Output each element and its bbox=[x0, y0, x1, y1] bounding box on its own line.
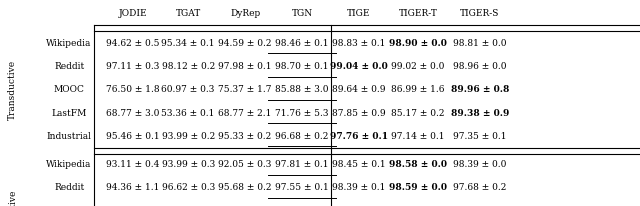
Text: 95.68 ± 0.2: 95.68 ± 0.2 bbox=[218, 182, 272, 191]
Text: 97.14 ± 0.1: 97.14 ± 0.1 bbox=[391, 131, 445, 140]
Text: JODIE: JODIE bbox=[119, 9, 147, 18]
Text: TGAT: TGAT bbox=[175, 9, 201, 18]
Text: 75.37 ± 1.7: 75.37 ± 1.7 bbox=[218, 85, 272, 94]
Text: 60.97 ± 0.3: 60.97 ± 0.3 bbox=[161, 85, 215, 94]
Text: 97.55 ± 0.1: 97.55 ± 0.1 bbox=[275, 182, 329, 191]
Text: 98.58 ± 0.0: 98.58 ± 0.0 bbox=[389, 159, 447, 168]
Text: 63.50 ± 0.7: 63.50 ± 0.7 bbox=[161, 205, 215, 206]
Text: 94.36 ± 1.1: 94.36 ± 1.1 bbox=[106, 182, 160, 191]
Text: 89.38 ± 0.9: 89.38 ± 0.9 bbox=[451, 108, 509, 117]
Text: 97.35 ± 0.1: 97.35 ± 0.1 bbox=[453, 131, 507, 140]
Text: 87.85 ± 0.9: 87.85 ± 0.9 bbox=[332, 108, 386, 117]
Text: 93.11 ± 0.4: 93.11 ± 0.4 bbox=[106, 159, 160, 168]
Text: 98.39 ± 0.1: 98.39 ± 0.1 bbox=[332, 182, 386, 191]
Text: 98.46 ± 0.1: 98.46 ± 0.1 bbox=[275, 39, 329, 48]
Text: 99.02 ± 0.0: 99.02 ± 0.0 bbox=[391, 62, 445, 71]
Text: MOOC: MOOC bbox=[54, 205, 84, 206]
Text: TIGER-S: TIGER-S bbox=[460, 9, 500, 18]
Text: 96.68 ± 0.2: 96.68 ± 0.2 bbox=[275, 131, 329, 140]
Text: 53.36 ± 0.1: 53.36 ± 0.1 bbox=[161, 108, 215, 117]
Text: 96.62 ± 0.3: 96.62 ± 0.3 bbox=[161, 182, 215, 191]
Text: 97.81 ± 0.1: 97.81 ± 0.1 bbox=[275, 159, 329, 168]
Text: 93.99 ± 0.3: 93.99 ± 0.3 bbox=[161, 159, 215, 168]
Text: DyRep: DyRep bbox=[230, 9, 260, 18]
Text: 89.51 ± 0.7: 89.51 ± 0.7 bbox=[330, 205, 388, 206]
Text: Transductive: Transductive bbox=[8, 60, 17, 119]
Text: 86.99 ± 1.6: 86.99 ± 1.6 bbox=[391, 85, 445, 94]
Text: 97.68 ± 0.2: 97.68 ± 0.2 bbox=[453, 182, 507, 191]
Text: 98.45 ± 0.1: 98.45 ± 0.1 bbox=[332, 159, 386, 168]
Text: Wikipedia: Wikipedia bbox=[47, 159, 92, 168]
Text: TIGE: TIGE bbox=[348, 9, 371, 18]
Text: Reddit: Reddit bbox=[54, 182, 84, 191]
Text: MOOC: MOOC bbox=[54, 85, 84, 94]
Text: 86.42 ± 1.7: 86.42 ± 1.7 bbox=[391, 205, 445, 206]
Text: TGN: TGN bbox=[291, 9, 313, 18]
Text: 68.77 ± 2.1: 68.77 ± 2.1 bbox=[218, 108, 272, 117]
Text: 98.81 ± 0.0: 98.81 ± 0.0 bbox=[453, 39, 507, 48]
Text: LastFM: LastFM bbox=[51, 108, 87, 117]
Text: Reddit: Reddit bbox=[54, 62, 84, 71]
Text: 95.33 ± 0.2: 95.33 ± 0.2 bbox=[218, 131, 272, 140]
Text: 93.99 ± 0.2: 93.99 ± 0.2 bbox=[161, 131, 215, 140]
Text: 78.55 ± 1.1: 78.55 ± 1.1 bbox=[218, 205, 272, 206]
Text: 98.39 ± 0.0: 98.39 ± 0.0 bbox=[453, 159, 507, 168]
Text: 94.59 ± 0.2: 94.59 ± 0.2 bbox=[218, 39, 272, 48]
Text: 98.96 ± 0.0: 98.96 ± 0.0 bbox=[453, 62, 507, 71]
Text: 92.05 ± 0.3: 92.05 ± 0.3 bbox=[218, 159, 272, 168]
Text: 77.83 ± 2.1: 77.83 ± 2.1 bbox=[106, 205, 160, 206]
Text: 98.12 ± 0.2: 98.12 ± 0.2 bbox=[161, 62, 215, 71]
Text: 95.34 ± 0.1: 95.34 ± 0.1 bbox=[161, 39, 215, 48]
Text: 85.88 ± 3.0: 85.88 ± 3.0 bbox=[275, 85, 329, 94]
Text: 85.55 ± 2.9: 85.55 ± 2.9 bbox=[275, 205, 329, 206]
Text: TIGER-T: TIGER-T bbox=[399, 9, 437, 18]
Text: 85.17 ± 0.2: 85.17 ± 0.2 bbox=[391, 108, 445, 117]
Text: 76.50 ± 1.8: 76.50 ± 1.8 bbox=[106, 85, 160, 94]
Text: 71.76 ± 5.3: 71.76 ± 5.3 bbox=[275, 108, 329, 117]
Text: 97.98 ± 0.1: 97.98 ± 0.1 bbox=[218, 62, 272, 71]
Text: Inductive: Inductive bbox=[8, 188, 17, 206]
Text: 98.83 ± 0.1: 98.83 ± 0.1 bbox=[332, 39, 386, 48]
Text: 98.59 ± 0.0: 98.59 ± 0.0 bbox=[389, 182, 447, 191]
Text: 68.77 ± 3.0: 68.77 ± 3.0 bbox=[106, 108, 160, 117]
Text: 99.04 ± 0.0: 99.04 ± 0.0 bbox=[330, 62, 388, 71]
Text: 89.96 ± 0.8: 89.96 ± 0.8 bbox=[451, 85, 509, 94]
Text: 88.49 ± 0.7: 88.49 ± 0.7 bbox=[453, 205, 507, 206]
Text: 95.46 ± 0.1: 95.46 ± 0.1 bbox=[106, 131, 160, 140]
Text: 89.64 ± 0.9: 89.64 ± 0.9 bbox=[332, 85, 386, 94]
Text: Industrial: Industrial bbox=[47, 131, 92, 140]
Text: Wikipedia: Wikipedia bbox=[47, 39, 92, 48]
Text: 98.90 ± 0.0: 98.90 ± 0.0 bbox=[389, 39, 447, 48]
Text: 94.62 ± 0.5: 94.62 ± 0.5 bbox=[106, 39, 160, 48]
Text: 98.70 ± 0.1: 98.70 ± 0.1 bbox=[275, 62, 329, 71]
Text: 97.11 ± 0.3: 97.11 ± 0.3 bbox=[106, 62, 160, 71]
Text: 97.76 ± 0.1: 97.76 ± 0.1 bbox=[330, 131, 388, 140]
